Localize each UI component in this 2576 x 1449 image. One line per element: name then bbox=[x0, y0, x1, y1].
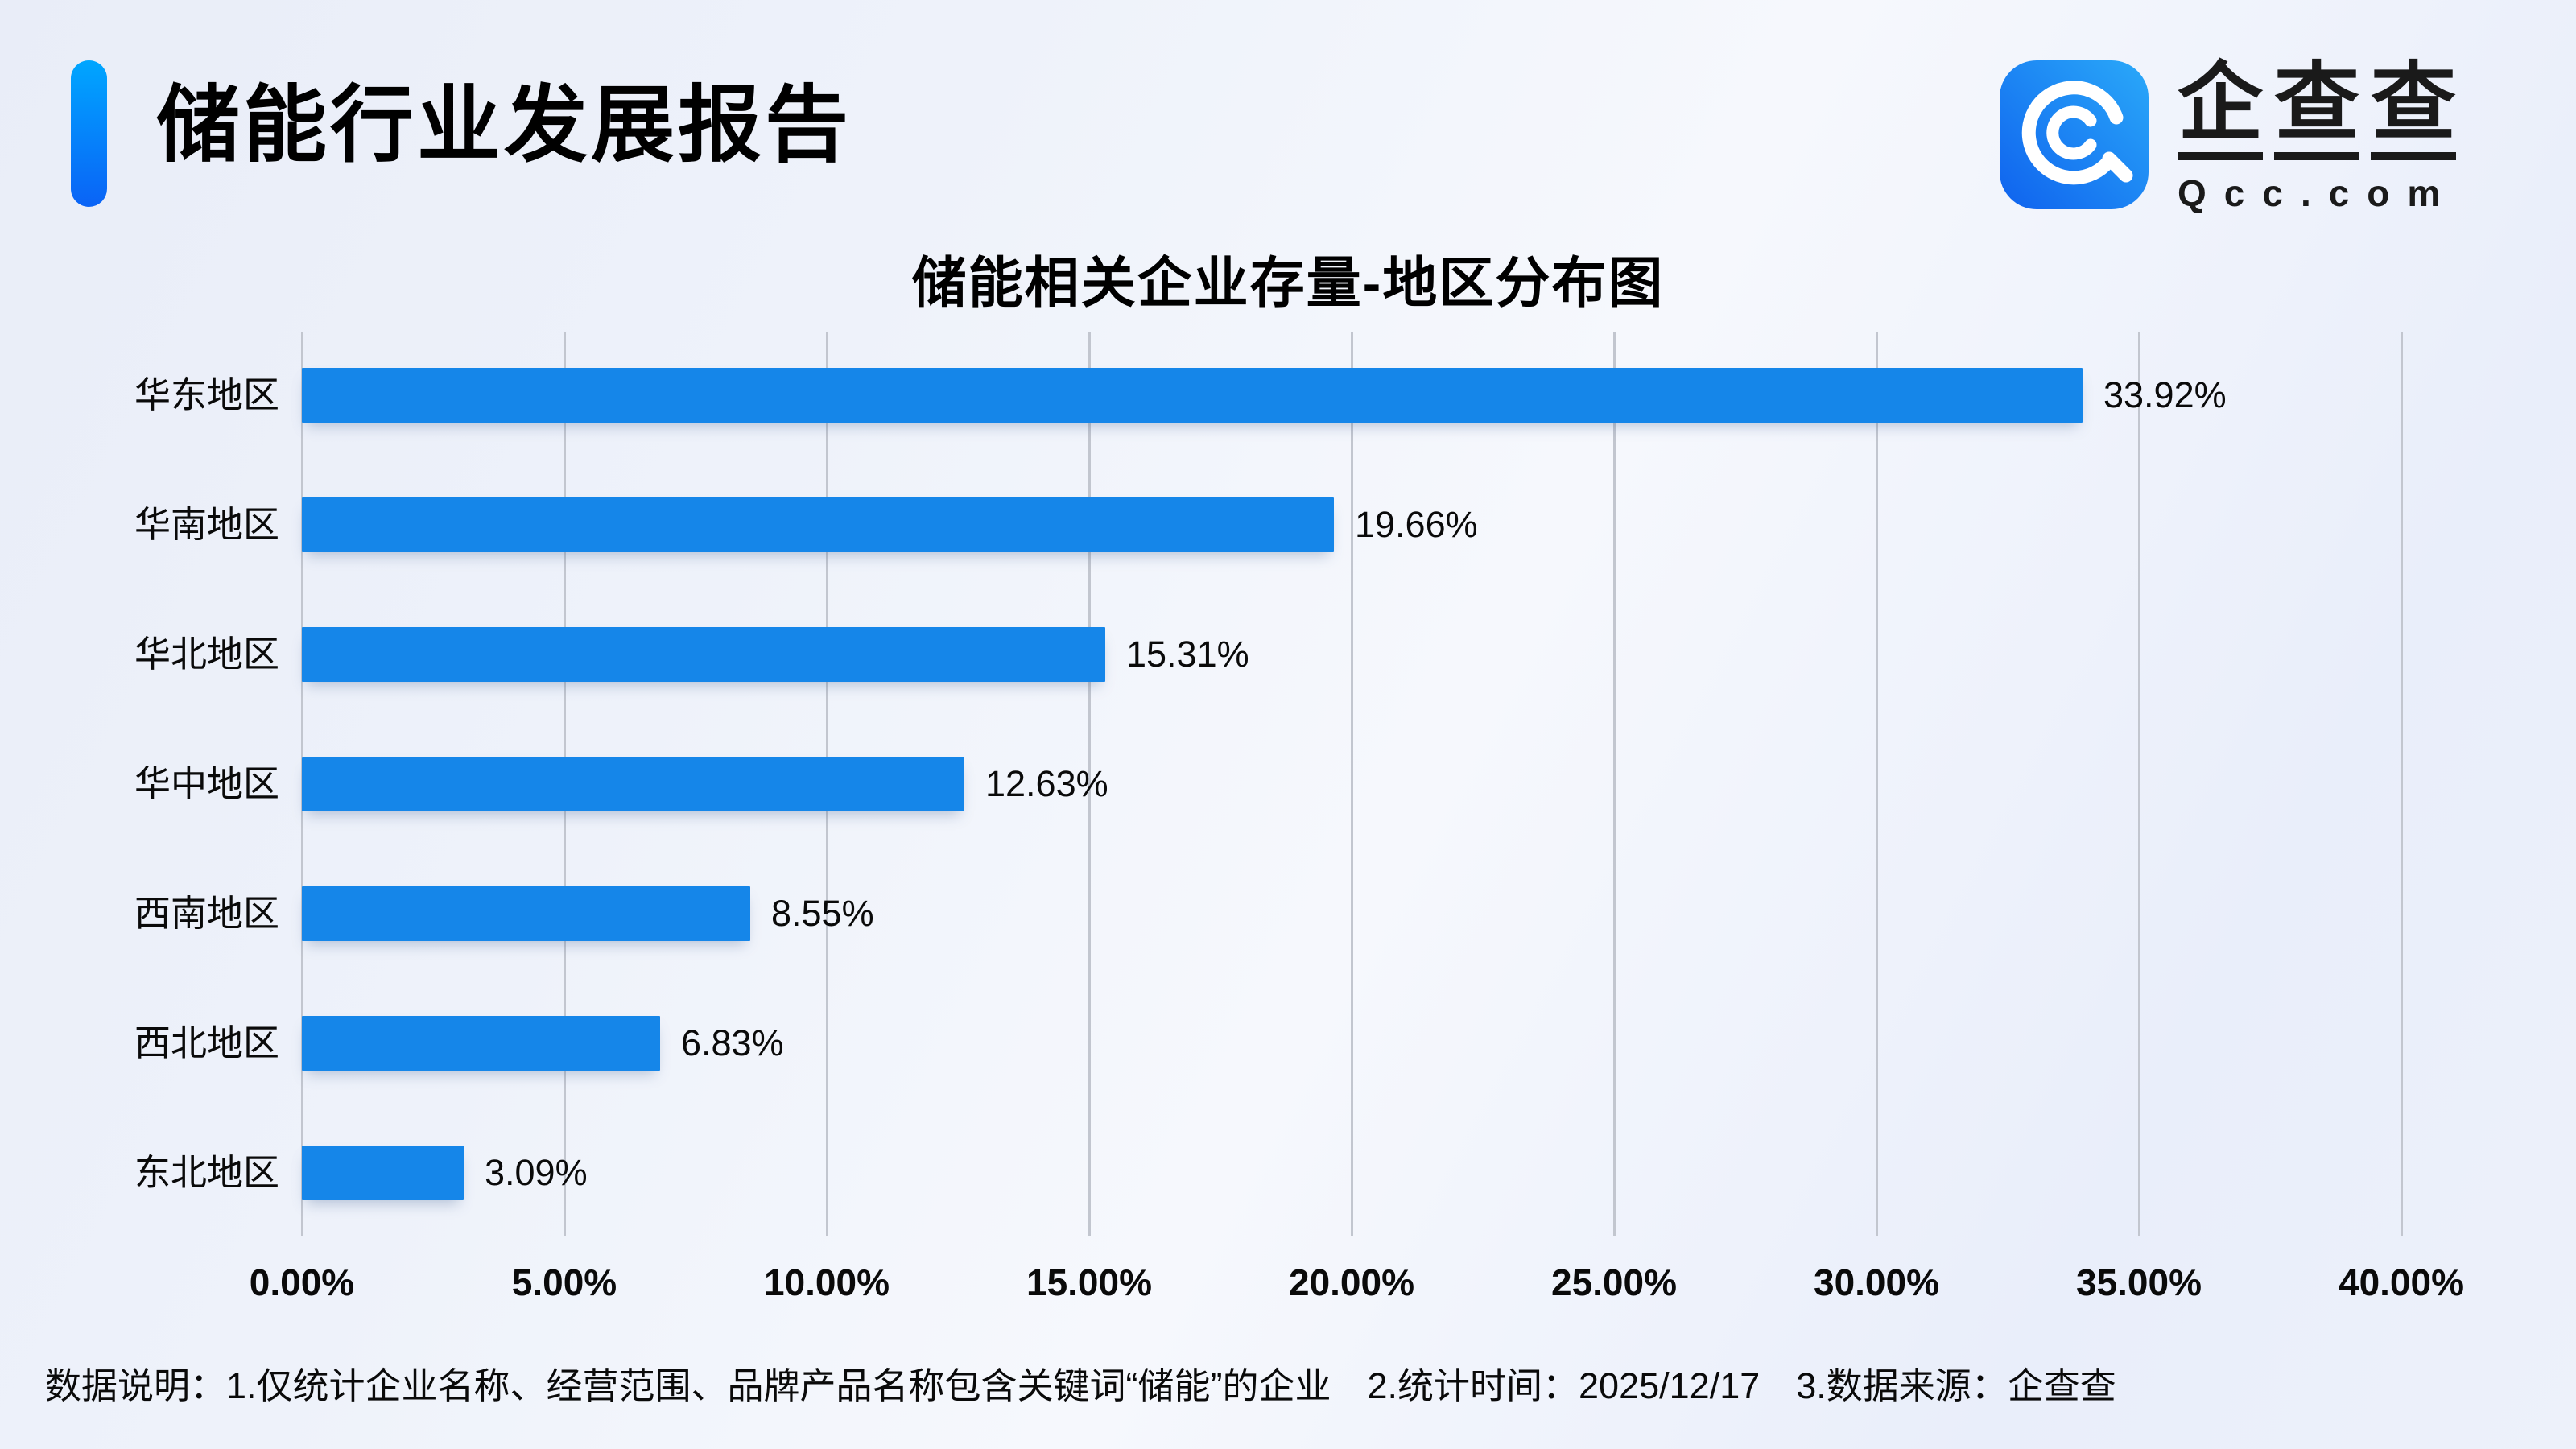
bar bbox=[302, 627, 1105, 682]
category-label: 华南地区 bbox=[134, 504, 279, 545]
report-title: 储能行业发展报告 bbox=[156, 79, 852, 172]
x-axis-tick-label: 40.00% bbox=[2338, 1261, 2464, 1303]
chart-title: 储能相关企业存量-地区分布图 bbox=[911, 253, 1665, 314]
bar bbox=[302, 368, 2083, 423]
bar bbox=[302, 1016, 660, 1071]
value-label: 19.66% bbox=[1355, 504, 1478, 545]
gridline bbox=[1088, 332, 1091, 1236]
value-label: 3.09% bbox=[485, 1152, 588, 1193]
gridline bbox=[1351, 332, 1353, 1236]
x-axis-tick-label: 15.00% bbox=[1026, 1261, 1152, 1303]
qcc-brand-char: 查 bbox=[2371, 60, 2456, 160]
x-axis-tick-label: 25.00% bbox=[1550, 1261, 1677, 1303]
category-label: 西南地区 bbox=[134, 893, 279, 934]
qcc-brand-name: 企查查 bbox=[2178, 60, 2458, 160]
gridline bbox=[2401, 332, 2403, 1236]
x-axis-tick-label: 5.00% bbox=[511, 1261, 617, 1303]
qcc-logo-text: 企查查 Qcc.com bbox=[2178, 60, 2458, 215]
category-label: 华北地区 bbox=[134, 634, 279, 675]
category-label: 华中地区 bbox=[134, 763, 279, 804]
bar bbox=[302, 497, 1334, 552]
qcc-logo: 企查查 Qcc.com bbox=[2000, 60, 2458, 215]
value-label: 6.83% bbox=[681, 1022, 784, 1063]
title-accent-bar bbox=[71, 60, 107, 207]
qcc-brand-char: 查 bbox=[2274, 60, 2359, 160]
value-label: 33.92% bbox=[2103, 374, 2227, 415]
value-label: 8.55% bbox=[771, 893, 874, 934]
x-axis-tick-label: 35.00% bbox=[2075, 1261, 2202, 1303]
value-label: 15.31% bbox=[1126, 634, 1249, 675]
qcc-brand-char: 企 bbox=[2178, 60, 2263, 160]
category-label: 西北地区 bbox=[134, 1022, 279, 1063]
x-axis-tick-label: 0.00% bbox=[249, 1261, 355, 1303]
qcc-logo-icon bbox=[2000, 60, 2149, 209]
value-label: 12.63% bbox=[985, 763, 1108, 804]
category-label: 东北地区 bbox=[134, 1152, 279, 1193]
x-axis-tick-label: 10.00% bbox=[763, 1261, 890, 1303]
category-label: 华东地区 bbox=[134, 374, 279, 415]
qcc-domain: Qcc.com bbox=[2178, 172, 2458, 214]
gridline bbox=[2138, 332, 2140, 1236]
gridline bbox=[1876, 332, 1878, 1236]
bar bbox=[302, 886, 750, 941]
footnote: 数据说明：1.仅统计企业名称、经营范围、品牌产品名称包含关键词“储能”的企业 2… bbox=[45, 1365, 2116, 1406]
bar bbox=[302, 757, 964, 811]
x-axis-tick-label: 20.00% bbox=[1288, 1261, 1414, 1303]
gridline bbox=[1613, 332, 1616, 1236]
bar bbox=[302, 1146, 464, 1200]
x-axis-tick-label: 30.00% bbox=[1813, 1261, 1939, 1303]
